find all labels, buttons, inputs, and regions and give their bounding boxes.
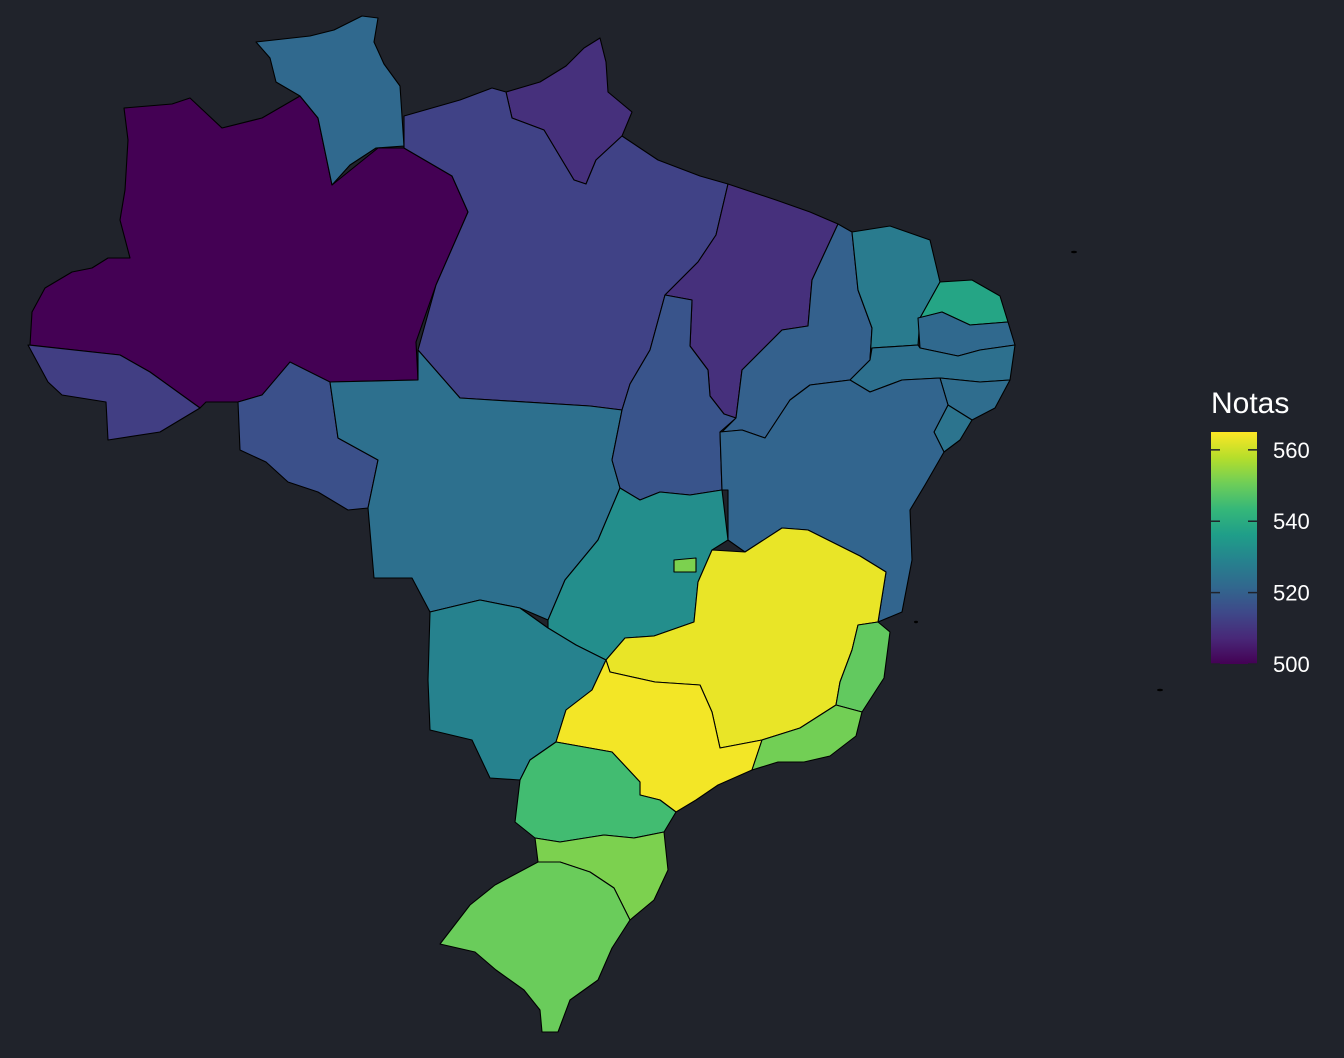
legend-ticks: 500 520 540 560 xyxy=(1211,438,1310,677)
legend-tick-label: 500 xyxy=(1273,652,1310,677)
legend-tick-label: 560 xyxy=(1273,438,1310,463)
map-states xyxy=(27,15,1163,1033)
state-rio-de-janeiro xyxy=(751,704,863,771)
state-distrito-federal xyxy=(673,557,697,573)
legend-colorbar xyxy=(1211,432,1257,664)
state-acre xyxy=(27,344,201,441)
islands xyxy=(914,250,1163,692)
legend-tick-label: 540 xyxy=(1273,509,1310,534)
state-bahia xyxy=(719,377,949,623)
state-rio-grande-do-sul xyxy=(439,861,631,1033)
legend-tick-label: 520 xyxy=(1273,581,1310,606)
legend: Notas 500 520 540 560 xyxy=(1211,387,1310,677)
legend-title: Notas xyxy=(1211,387,1289,420)
